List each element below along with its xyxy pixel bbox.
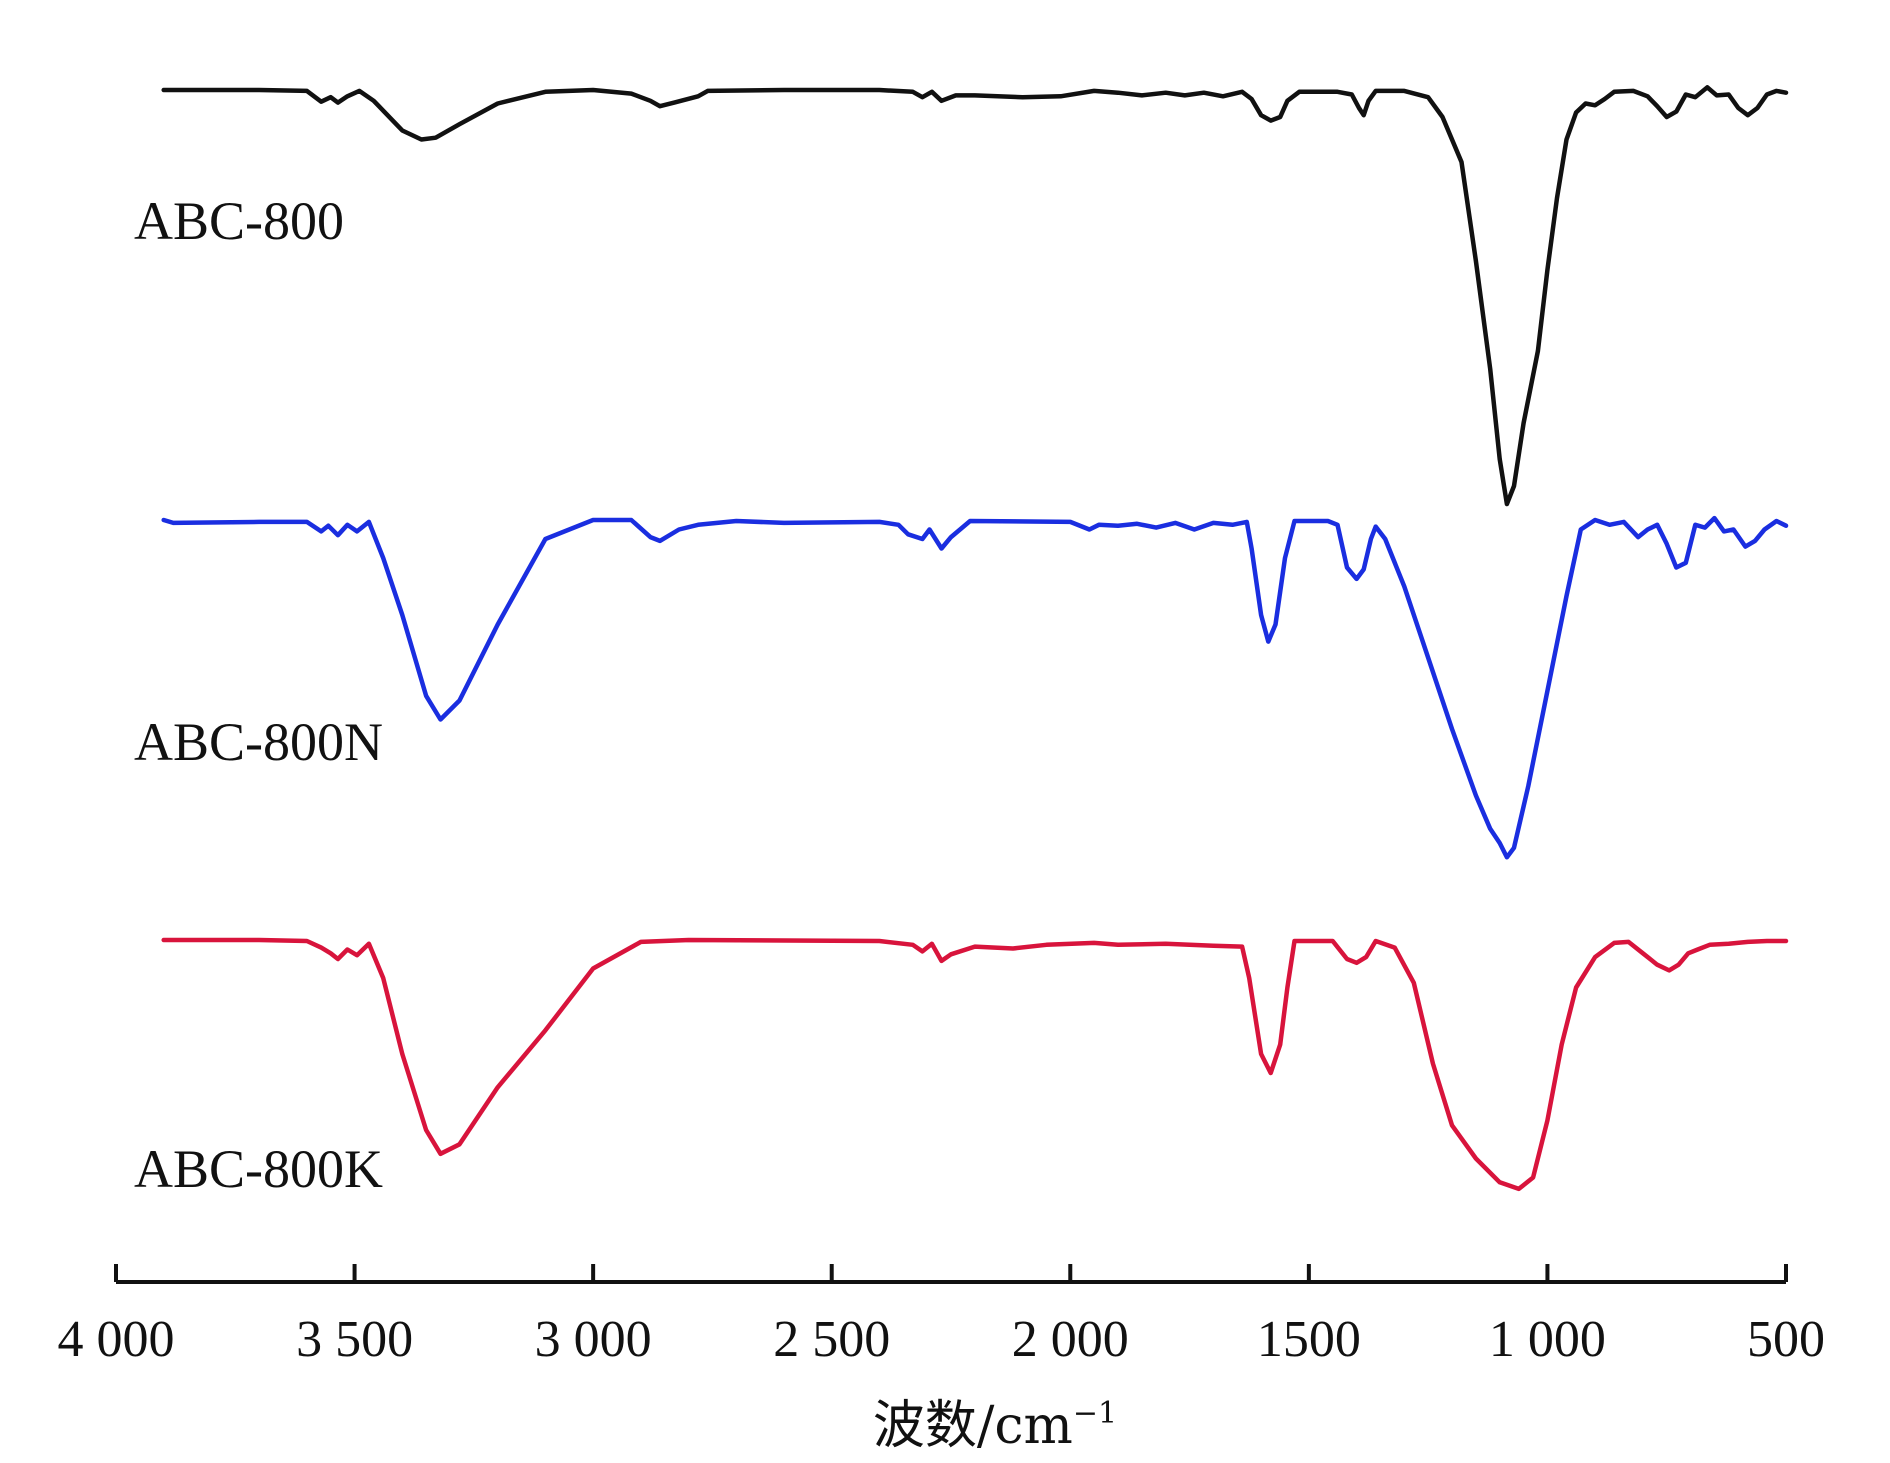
x-tick-label-500: 500 [1747, 1311, 1825, 1368]
series-line-abc-800k [164, 940, 1786, 1189]
x-axis-title-text: 波数/cm [873, 1396, 1073, 1456]
series-label-abc-800k: ABC-800K [134, 1139, 383, 1199]
series-curves [164, 87, 1786, 1189]
x-axis: 4 000 3 500 3 000 2 500 2 000 1500 1 000 500 波数… [58, 1264, 1826, 1456]
x-tick-label-1000: 1 000 [1489, 1311, 1606, 1368]
series-line-abc-800 [164, 87, 1786, 504]
series-label-abc-800: ABC-800 [134, 191, 344, 251]
x-axis-ticks [116, 1264, 1786, 1282]
x-axis-title: 波数/cm−1 [873, 1396, 1117, 1456]
x-tick-label-2500: 2 500 [773, 1311, 890, 1368]
series-labels: ABC-800 ABC-800N ABC-800K [134, 191, 383, 1199]
x-tick-label-2000: 2 000 [1012, 1311, 1129, 1368]
x-tick-label-1500: 1500 [1257, 1311, 1361, 1368]
x-tick-label-3500: 3 500 [296, 1311, 413, 1368]
x-axis-tick-labels: 4 000 3 500 3 000 2 500 2 000 1500 1 000 500 [58, 1311, 1826, 1368]
series-label-abc-800n: ABC-800N [134, 712, 383, 772]
x-axis-title-superscript: −1 [1073, 1396, 1117, 1431]
x-tick-label-4000: 4 000 [58, 1311, 175, 1368]
series-line-abc-800n [164, 518, 1786, 857]
x-tick-label-3000: 3 000 [535, 1311, 652, 1368]
